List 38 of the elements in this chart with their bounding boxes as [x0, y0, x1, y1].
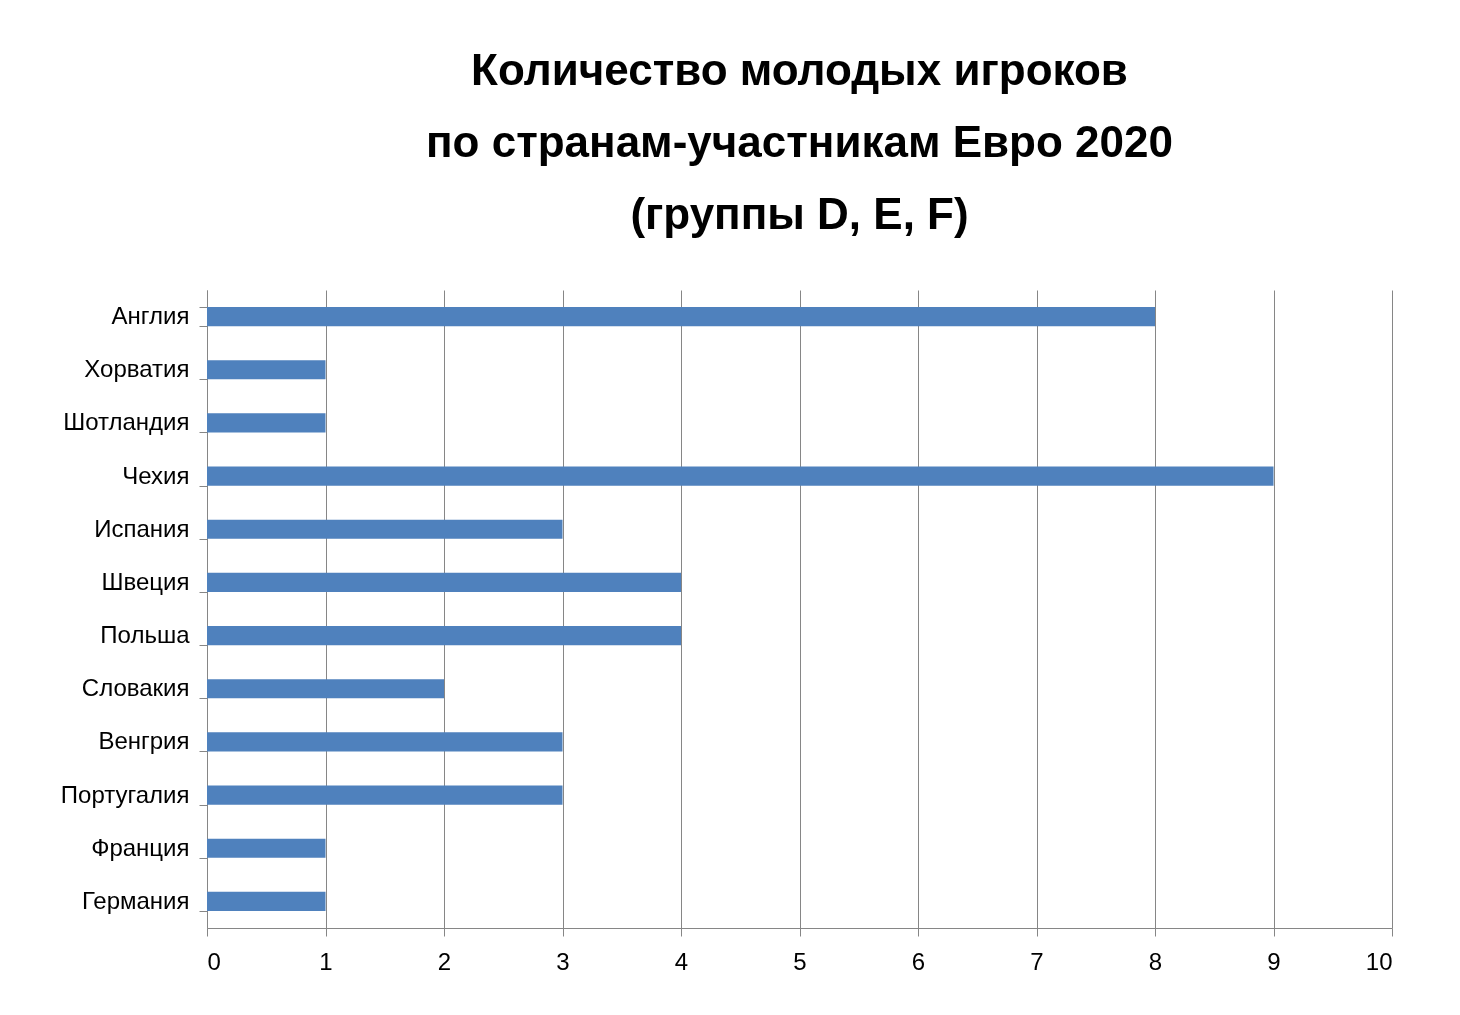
bar — [207, 466, 1274, 486]
bar — [207, 891, 326, 911]
y-tick-label: Франция — [91, 833, 190, 861]
y-tick-label: Испания — [94, 514, 190, 542]
y-tick-label: Чехия — [122, 461, 190, 489]
x-tick-label: 5 — [793, 947, 807, 975]
y-tick-label: Англия — [111, 302, 190, 330]
text: (группы D, E, F) — [630, 189, 969, 238]
bar — [207, 519, 563, 539]
x-tick-label: 4 — [674, 947, 689, 975]
y-tick-label: Польша — [100, 621, 191, 649]
x-tick-label: 1 — [319, 947, 333, 975]
text: Количество молодых игроков — [471, 45, 1128, 94]
bar — [207, 732, 563, 752]
y-tick-label: Португалия — [60, 780, 190, 808]
bar — [207, 307, 1155, 327]
x-tick-label: 8 — [1148, 947, 1163, 975]
y-tick-label: Хорватия — [84, 355, 190, 383]
bar — [207, 360, 326, 380]
y-tick-label: Шотландия — [63, 408, 190, 436]
x-tick-label: 10 — [1365, 947, 1393, 975]
y-tick-label: Венгрия — [98, 727, 190, 755]
y-tick-label: Швеция — [101, 567, 190, 595]
x-tick-label: 2 — [437, 947, 452, 975]
x-tick-label: 6 — [911, 947, 926, 975]
bar — [207, 413, 326, 433]
text: по странам-участникам Евро 2020 — [426, 117, 1173, 166]
bar — [207, 572, 681, 592]
x-tick-label: 0 — [207, 947, 221, 975]
bar — [207, 626, 681, 646]
x-tick-label: 7 — [1030, 947, 1044, 975]
x-tick-label: 3 — [556, 947, 570, 975]
bar — [207, 679, 444, 699]
bar — [207, 838, 326, 858]
y-tick-label: Германия — [81, 886, 190, 914]
bar — [207, 785, 563, 805]
x-tick-label: 9 — [1267, 947, 1281, 975]
y-tick-label: Словакия — [81, 674, 190, 702]
